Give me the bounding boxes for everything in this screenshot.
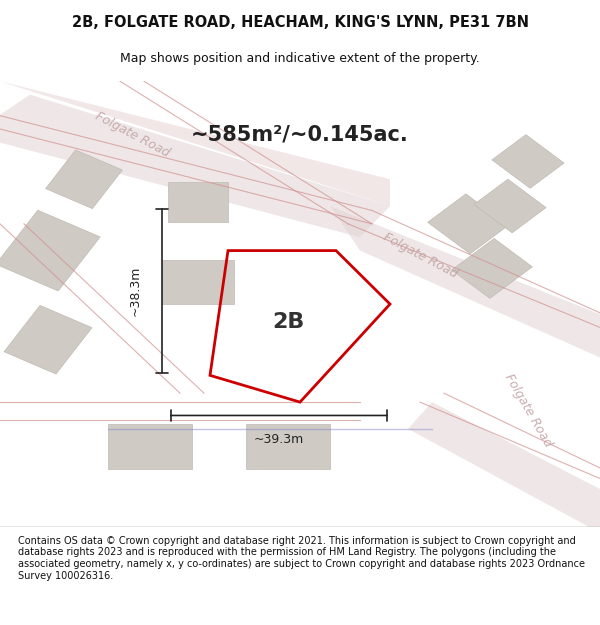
Bar [428,194,508,254]
Polygon shape [408,402,600,549]
Text: 2B: 2B [272,312,304,332]
Bar [474,179,546,232]
Text: ~585m²/~0.145ac.: ~585m²/~0.145ac. [191,125,409,145]
Text: Map shows position and indicative extent of the property.: Map shows position and indicative extent… [120,52,480,65]
Text: Contains OS data © Crown copyright and database right 2021. This information is : Contains OS data © Crown copyright and d… [18,536,585,581]
Bar [0,210,100,291]
Text: ~39.3m: ~39.3m [254,434,304,446]
Bar [492,134,564,188]
Bar [452,239,532,298]
Polygon shape [0,81,390,206]
Text: ~38.3m: ~38.3m [128,266,142,316]
Bar [162,259,234,304]
Text: 2B, FOLGATE ROAD, HEACHAM, KING'S LYNN, PE31 7BN: 2B, FOLGATE ROAD, HEACHAM, KING'S LYNN, … [71,15,529,30]
Polygon shape [330,206,600,371]
Bar [108,424,192,469]
Bar [168,181,228,222]
Bar [4,306,92,374]
Text: Folgate Road: Folgate Road [502,372,554,449]
Text: Folgate Road: Folgate Road [380,230,460,281]
Bar [46,150,122,209]
Text: Folgate Road: Folgate Road [92,110,172,160]
Polygon shape [0,94,390,238]
Bar [246,424,330,469]
